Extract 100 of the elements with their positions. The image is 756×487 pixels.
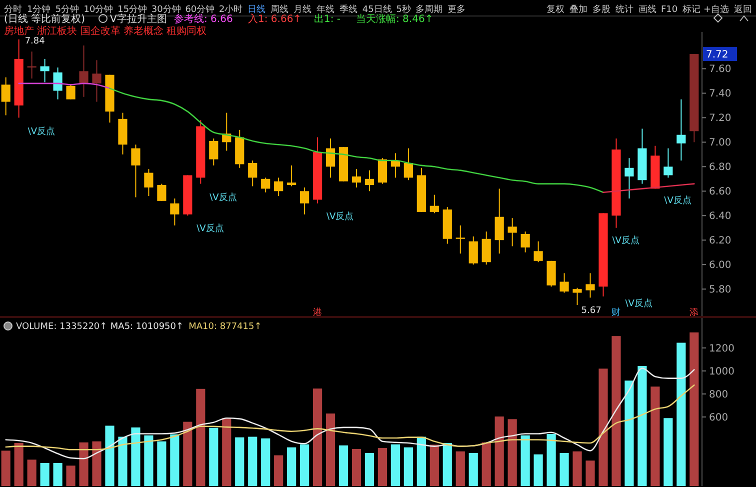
text: 5秒 [396, 4, 411, 15]
text: 多周期 [416, 4, 443, 15]
bar [261, 438, 270, 486]
bar [287, 447, 296, 486]
line-series [5, 368, 695, 460]
bar [338, 445, 348, 486]
text: 当天涨幅: 8.46↑ [356, 13, 434, 25]
annotation: 7.84 [24, 36, 46, 46]
bar [53, 462, 62, 486]
bar [520, 435, 530, 486]
text: 季线 [339, 4, 358, 15]
text: 月线 [293, 4, 312, 15]
bar [105, 426, 114, 486]
annotation: 财 [612, 307, 621, 318]
text: 1分钟 [27, 4, 51, 15]
text: 多股 [592, 4, 610, 15]
annotation: MA5: 1010950↑ [110, 322, 184, 332]
bar [27, 460, 36, 486]
y-tick-label: 7.40 [709, 88, 732, 100]
bar [482, 442, 491, 486]
y-tick-label: 1000 [709, 366, 734, 378]
candlestick [326, 138, 336, 178]
bar [196, 388, 206, 486]
bar [468, 452, 478, 486]
y-tick-label: 5.80 [709, 284, 732, 296]
bar [676, 342, 686, 486]
text: 分时 [4, 4, 22, 15]
bar [404, 447, 413, 486]
text: 更多 [448, 4, 466, 15]
bar [560, 452, 569, 486]
candlestick [456, 224, 465, 254]
bar [248, 436, 258, 486]
y-tick-label: 6.60 [709, 186, 732, 198]
candlestick [157, 183, 166, 202]
bar [1, 450, 10, 486]
text: 60分钟 [185, 4, 215, 15]
bar [118, 436, 128, 486]
bar [66, 466, 76, 486]
candlestick [53, 67, 62, 100]
annotation: MA10: 877415↑ [188, 322, 262, 332]
candlestick [261, 177, 270, 193]
candlestick [92, 60, 102, 102]
text: 标记 [682, 4, 701, 15]
annotation: 5.67 [581, 306, 602, 316]
candlestick [144, 168, 154, 197]
bar [546, 434, 556, 486]
text: 叠加 [569, 4, 588, 15]
candlestick [378, 158, 388, 184]
candlestick [482, 231, 491, 266]
annotation: 港 [313, 307, 322, 318]
bar [131, 427, 140, 486]
y-tick-label: 600 [709, 412, 728, 424]
bar [534, 454, 543, 486]
bar [430, 444, 439, 486]
candlestick [300, 186, 310, 215]
y-tick-label: 7.20 [709, 113, 732, 124]
text: 画线 [638, 4, 656, 15]
bar [209, 428, 218, 486]
candlestick [676, 98, 686, 162]
chart-subtitle: V字拉升主图 [110, 13, 167, 25]
bar [364, 452, 374, 486]
bar [612, 336, 621, 486]
y-tick-label: 6.20 [709, 236, 732, 247]
text: 7.72 [706, 50, 728, 61]
text: 10分钟 [84, 4, 114, 15]
text: F10 [660, 5, 678, 15]
text: 复权 [546, 4, 564, 15]
candlestick [520, 231, 530, 253]
annotation: 房地产 浙江板块 国企改革 养老概念 租购同权 [4, 25, 207, 37]
text: 15分钟 [118, 4, 148, 15]
bar [144, 435, 154, 486]
candlestick [664, 148, 673, 178]
candlestick [508, 218, 517, 247]
bar [352, 448, 362, 486]
bar [326, 414, 336, 486]
y-tick-label: 6.80 [709, 162, 732, 174]
text: +自选 [703, 4, 729, 15]
bar [157, 441, 166, 486]
candlestick [248, 160, 258, 187]
text: 参考线: 6.66 [174, 13, 233, 25]
bar [416, 436, 426, 486]
candlestick [572, 287, 582, 306]
bar [274, 455, 284, 486]
bar [378, 448, 388, 486]
y-tick-label: 1200 [709, 343, 734, 354]
y-tick-label: 6.00 [709, 260, 732, 272]
candlestick [468, 236, 478, 266]
text: 2小时 [219, 4, 243, 15]
bar [624, 380, 634, 486]
bar [650, 386, 660, 486]
y-tick-label: 800 [709, 389, 728, 400]
bar [235, 437, 244, 486]
text: 5分钟 [55, 4, 80, 15]
annotation: \V反点 [326, 211, 354, 222]
bar [79, 442, 88, 486]
y-tick-label: 7.00 [709, 138, 732, 149]
bar [456, 451, 465, 486]
text: 出1: - [314, 13, 341, 25]
candlestick [352, 168, 362, 188]
candlestick [430, 194, 439, 214]
